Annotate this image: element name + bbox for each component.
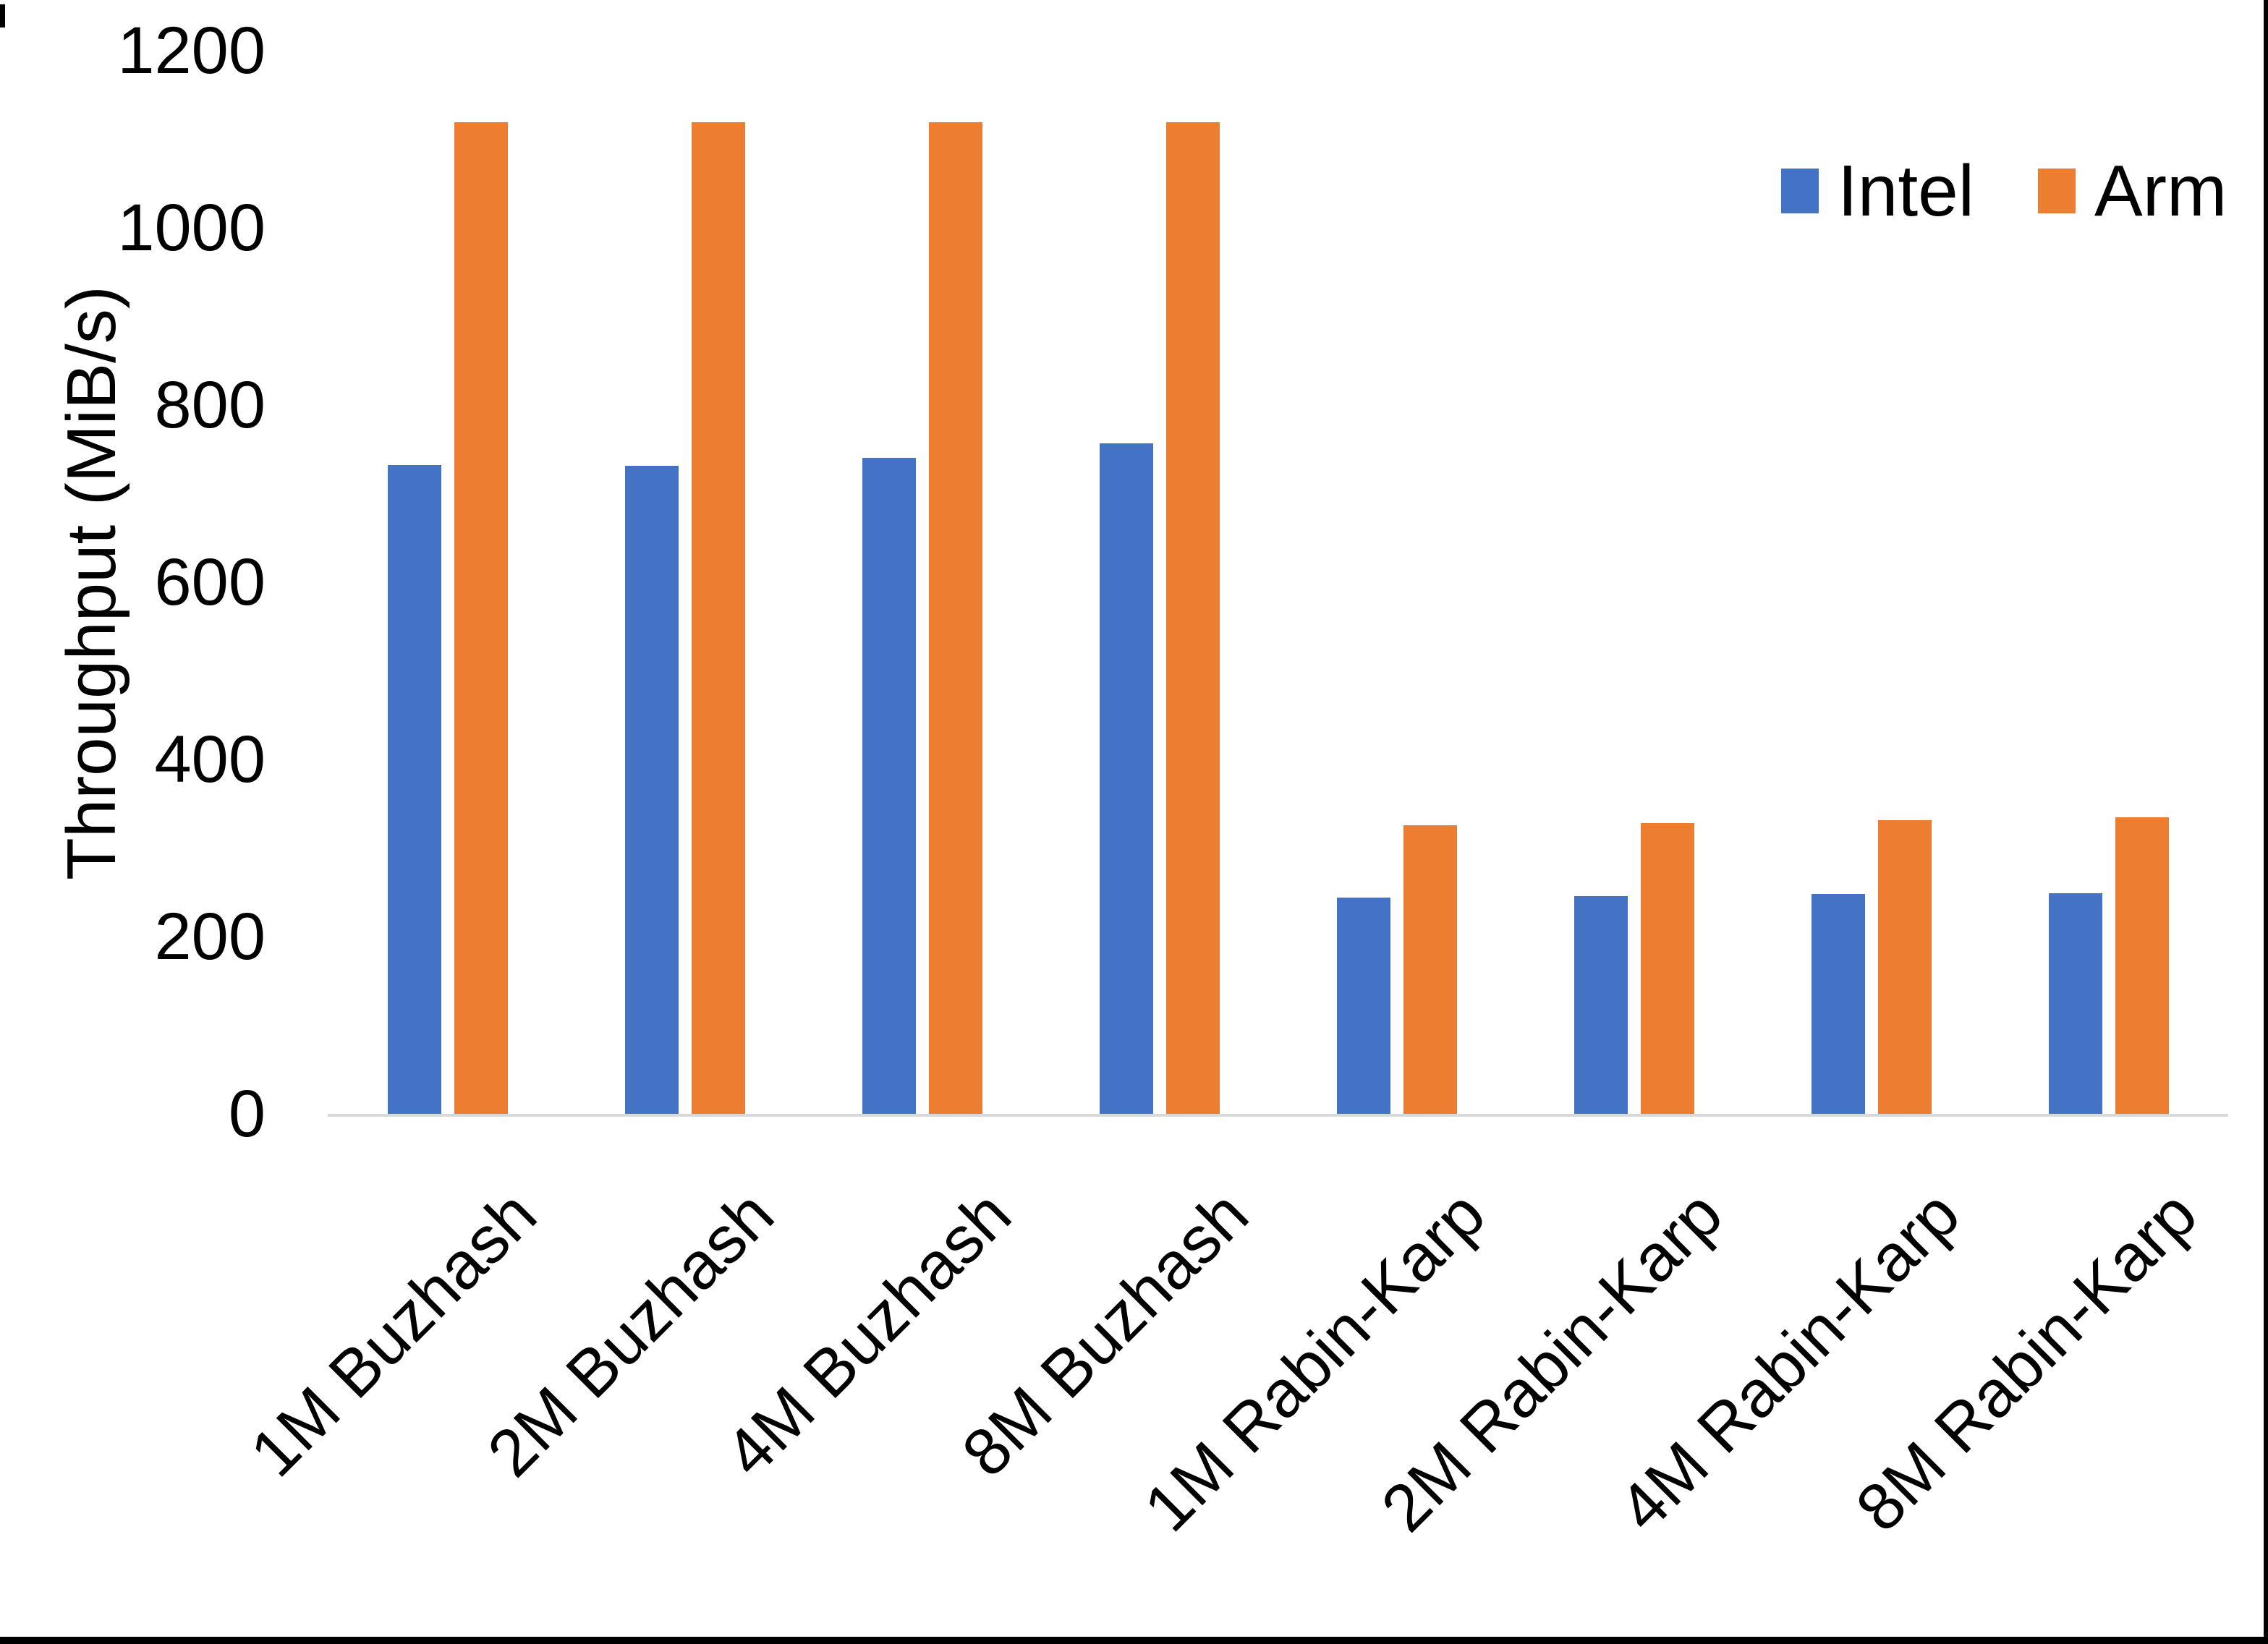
bar-arm-2m-buzhash [692, 122, 745, 1115]
y-tick-label: 800 [154, 368, 266, 443]
bar-intel-1m-rabin-karp [1337, 898, 1390, 1115]
bar-intel-1m-buzhash [388, 465, 441, 1115]
legend-swatch-arm [2038, 169, 2076, 213]
y-tick-label: 400 [154, 723, 266, 797]
legend-item-intel: Intel [1781, 155, 1974, 227]
y-tick-label: 0 [228, 1077, 266, 1151]
x-axis-line [328, 1114, 2228, 1117]
legend-item-arm: Arm [2038, 155, 2227, 227]
bar-intel-8m-buzhash [1100, 443, 1153, 1115]
bar-intel-4m-buzhash [862, 458, 916, 1115]
bar-intel-4m-rabin-karp [1812, 894, 1865, 1115]
bar-arm-8m-buzhash [1166, 122, 1220, 1115]
legend-label: Intel [1838, 150, 1975, 231]
y-tick-label: 1200 [117, 14, 266, 88]
bar-arm-4m-buzhash [929, 122, 982, 1115]
frame-edge-top-left [0, 4, 5, 27]
legend-label: Arm [2094, 150, 2227, 231]
chart-legend: Intel Arm [1781, 155, 2227, 227]
y-tick-label: 200 [154, 900, 266, 974]
frame-edge-right [2264, 0, 2268, 1644]
frame-edge-bottom [0, 1637, 2268, 1644]
bar-arm-1m-rabin-karp [1403, 825, 1457, 1115]
bar-arm-8m-rabin-karp [2115, 817, 2169, 1115]
y-tick-label: 1000 [117, 191, 266, 265]
legend-swatch-intel [1781, 169, 1819, 213]
y-tick-label: 600 [154, 545, 266, 620]
bar-arm-2m-rabin-karp [1641, 823, 1694, 1115]
bar-arm-1m-buzhash [454, 122, 508, 1115]
bar-intel-2m-rabin-karp [1574, 896, 1628, 1115]
bar-arm-4m-rabin-karp [1878, 820, 1932, 1115]
bar-intel-2m-buzhash [625, 466, 679, 1115]
bar-intel-8m-rabin-karp [2049, 893, 2102, 1115]
